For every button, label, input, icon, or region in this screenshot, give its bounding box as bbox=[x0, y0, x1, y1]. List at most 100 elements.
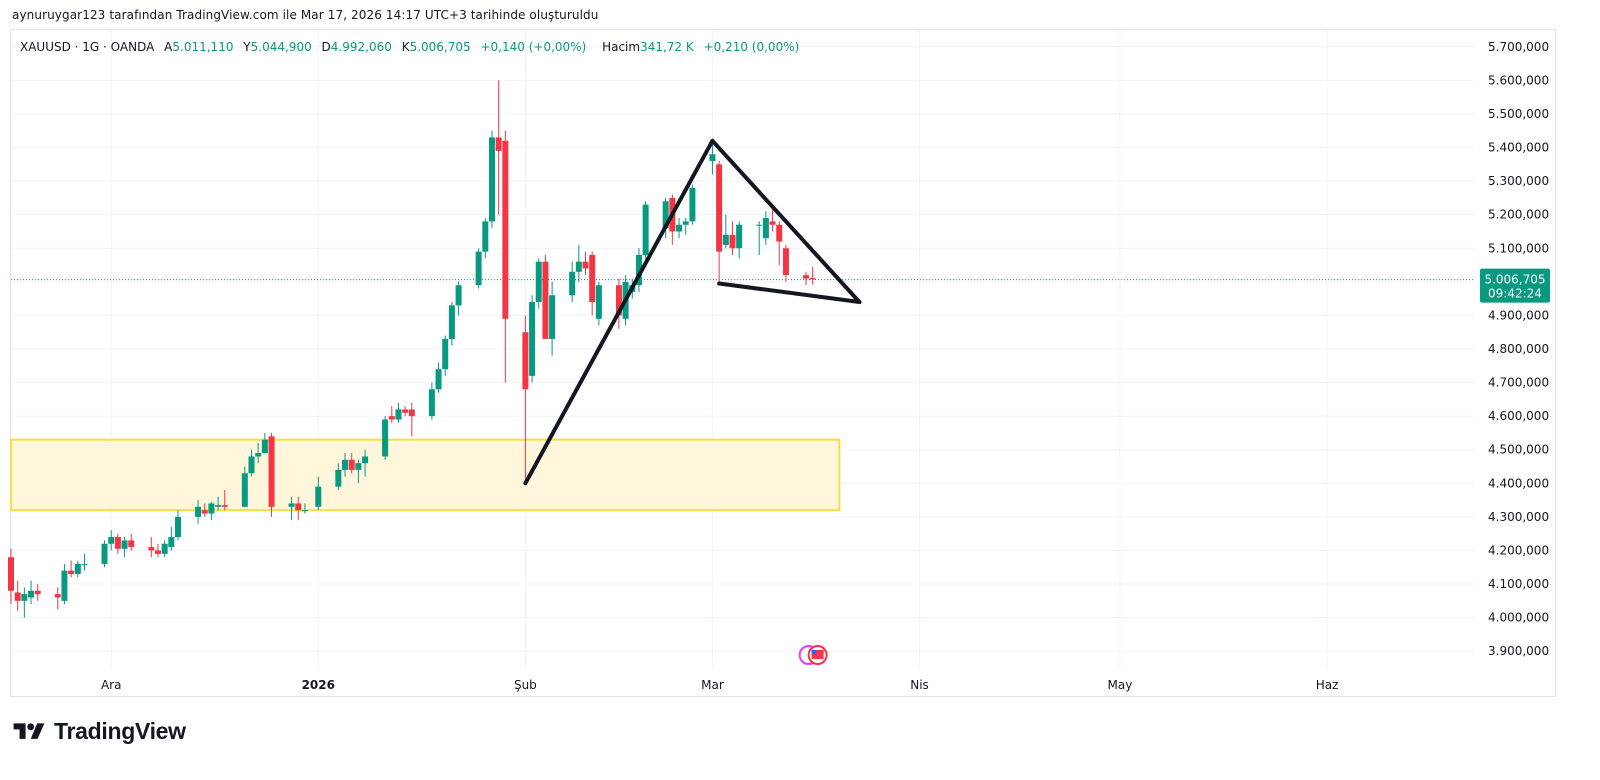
candle-body[interactable] bbox=[68, 570, 75, 574]
candle-body[interactable] bbox=[502, 140, 509, 319]
candle-body[interactable] bbox=[716, 164, 723, 252]
candle-body[interactable] bbox=[21, 594, 28, 601]
candle-body[interactable] bbox=[221, 505, 228, 507]
y-axis-tick-label: 5.600,000 bbox=[1488, 73, 1549, 87]
y-axis-tick-label: 5.700,000 bbox=[1488, 40, 1549, 54]
candle-body[interactable] bbox=[615, 285, 622, 316]
y-axis-tick-label: 5.300,000 bbox=[1488, 174, 1549, 188]
candle-body[interactable] bbox=[121, 540, 128, 549]
candle-body[interactable] bbox=[442, 338, 449, 370]
candle-body[interactable] bbox=[448, 305, 455, 339]
candle-body[interactable] bbox=[261, 439, 268, 454]
candle-body[interactable] bbox=[635, 254, 642, 286]
candle-body[interactable] bbox=[729, 234, 736, 249]
candle-body[interactable] bbox=[662, 201, 669, 229]
candle-body[interactable] bbox=[61, 570, 68, 601]
candle-body[interactable] bbox=[128, 540, 135, 548]
y-axis-tick-label: 4.300,000 bbox=[1488, 510, 1549, 524]
candle-body[interactable] bbox=[488, 137, 495, 222]
candle-body[interactable] bbox=[408, 409, 415, 417]
triangle-lower-line[interactable] bbox=[717, 281, 862, 304]
candle-body[interactable] bbox=[195, 506, 202, 517]
candle-body[interactable] bbox=[362, 456, 369, 464]
candle-body[interactable] bbox=[348, 459, 355, 470]
candle-body[interactable] bbox=[529, 301, 536, 376]
candle-body[interactable] bbox=[428, 389, 435, 417]
candle-body[interactable] bbox=[315, 486, 322, 507]
candle-body[interactable] bbox=[736, 224, 743, 249]
candle-body[interactable] bbox=[769, 221, 776, 225]
candle-body[interactable] bbox=[355, 463, 362, 470]
candle-body[interactable] bbox=[582, 261, 589, 269]
candle-body[interactable] bbox=[201, 510, 208, 514]
candle-body[interactable] bbox=[549, 295, 556, 339]
legend-open-label: A bbox=[164, 40, 173, 54]
candle-body[interactable] bbox=[682, 221, 689, 225]
candle-body[interactable] bbox=[255, 453, 262, 457]
candle-body[interactable] bbox=[74, 563, 81, 574]
candle-body[interactable] bbox=[215, 505, 222, 507]
candle-body[interactable] bbox=[241, 473, 248, 507]
triangle-upper-line[interactable] bbox=[710, 138, 862, 304]
candle-body[interactable] bbox=[301, 510, 308, 512]
candle-body[interactable] bbox=[34, 590, 41, 595]
candle-body[interactable] bbox=[595, 285, 602, 319]
candle-body[interactable] bbox=[455, 285, 462, 306]
candle-body[interactable] bbox=[382, 419, 389, 457]
candle-body[interactable] bbox=[756, 224, 763, 226]
candle-body[interactable] bbox=[295, 503, 302, 511]
candle-body[interactable] bbox=[435, 369, 442, 390]
candle-body[interactable] bbox=[722, 234, 729, 245]
candle-body[interactable] bbox=[28, 590, 35, 598]
candle-body[interactable] bbox=[575, 261, 582, 272]
support-zone-rectangle[interactable] bbox=[10, 438, 841, 512]
trendline-up[interactable] bbox=[523, 138, 715, 486]
candle-body[interactable] bbox=[168, 537, 175, 548]
candle-body[interactable] bbox=[642, 204, 649, 255]
tradingview-logo[interactable]: TradingView bbox=[12, 718, 186, 745]
candle-body[interactable] bbox=[335, 469, 342, 487]
candle-body[interactable] bbox=[676, 224, 683, 232]
candle-body[interactable] bbox=[154, 550, 161, 554]
candle-body[interactable] bbox=[175, 516, 182, 538]
candle-body[interactable] bbox=[148, 547, 155, 551]
legend-low-value: 4.992,060 bbox=[330, 40, 392, 54]
candle-body[interactable] bbox=[709, 154, 716, 161]
candle-body[interactable] bbox=[288, 503, 295, 507]
candle-body[interactable] bbox=[342, 459, 349, 470]
candle-body[interactable] bbox=[81, 563, 88, 565]
candle-body[interactable] bbox=[569, 271, 576, 296]
x-axis-tick-label: Haz bbox=[1316, 678, 1339, 692]
candle-body[interactable] bbox=[475, 251, 482, 286]
candle-body[interactable] bbox=[388, 416, 395, 420]
candle-body[interactable] bbox=[268, 436, 275, 507]
candle-body[interactable] bbox=[542, 261, 549, 339]
y-axis-tick-label: 4.400,000 bbox=[1488, 476, 1549, 490]
candle-body[interactable] bbox=[54, 594, 61, 598]
candle-body[interactable] bbox=[14, 592, 21, 601]
candle-body[interactable] bbox=[482, 221, 489, 252]
candle-body[interactable] bbox=[495, 137, 502, 151]
candle-body[interactable] bbox=[535, 261, 542, 302]
candle-body[interactable] bbox=[402, 409, 409, 413]
candle-body[interactable] bbox=[248, 456, 255, 474]
candle-body[interactable] bbox=[589, 254, 596, 302]
legend-symbol[interactable]: XAUUSD · 1G · OANDA bbox=[20, 40, 155, 54]
candle-body[interactable] bbox=[395, 409, 402, 420]
candle-body[interactable] bbox=[689, 187, 696, 222]
candle-body[interactable] bbox=[522, 332, 529, 390]
candle-body[interactable] bbox=[762, 218, 769, 239]
candle-body[interactable] bbox=[114, 537, 121, 549]
candle-body[interactable] bbox=[161, 543, 168, 554]
candle-body[interactable] bbox=[208, 503, 215, 514]
candle-body[interactable] bbox=[802, 275, 809, 279]
candle-body[interactable] bbox=[776, 224, 783, 242]
y-axis-tick-label: 5.500,000 bbox=[1488, 107, 1549, 121]
candle-body[interactable] bbox=[108, 537, 115, 544]
candle-body[interactable] bbox=[782, 248, 789, 276]
y-axis-tick-label: 4.900,000 bbox=[1488, 308, 1549, 322]
candle-body[interactable] bbox=[8, 557, 14, 591]
candle-body[interactable] bbox=[809, 278, 816, 280]
candle-body[interactable] bbox=[101, 543, 108, 564]
